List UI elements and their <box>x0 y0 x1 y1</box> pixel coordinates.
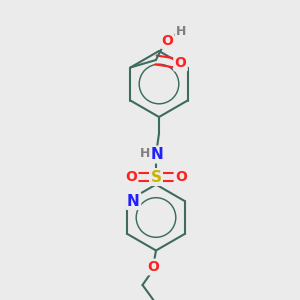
Text: O: O <box>147 260 159 274</box>
Text: O: O <box>125 170 137 184</box>
Text: H: H <box>140 146 150 160</box>
Text: N: N <box>127 194 140 208</box>
Text: O: O <box>175 170 187 184</box>
Text: H: H <box>176 25 187 38</box>
Text: S: S <box>151 169 161 184</box>
Text: O: O <box>161 34 173 47</box>
Text: N: N <box>151 147 164 162</box>
Text: O: O <box>175 56 187 70</box>
